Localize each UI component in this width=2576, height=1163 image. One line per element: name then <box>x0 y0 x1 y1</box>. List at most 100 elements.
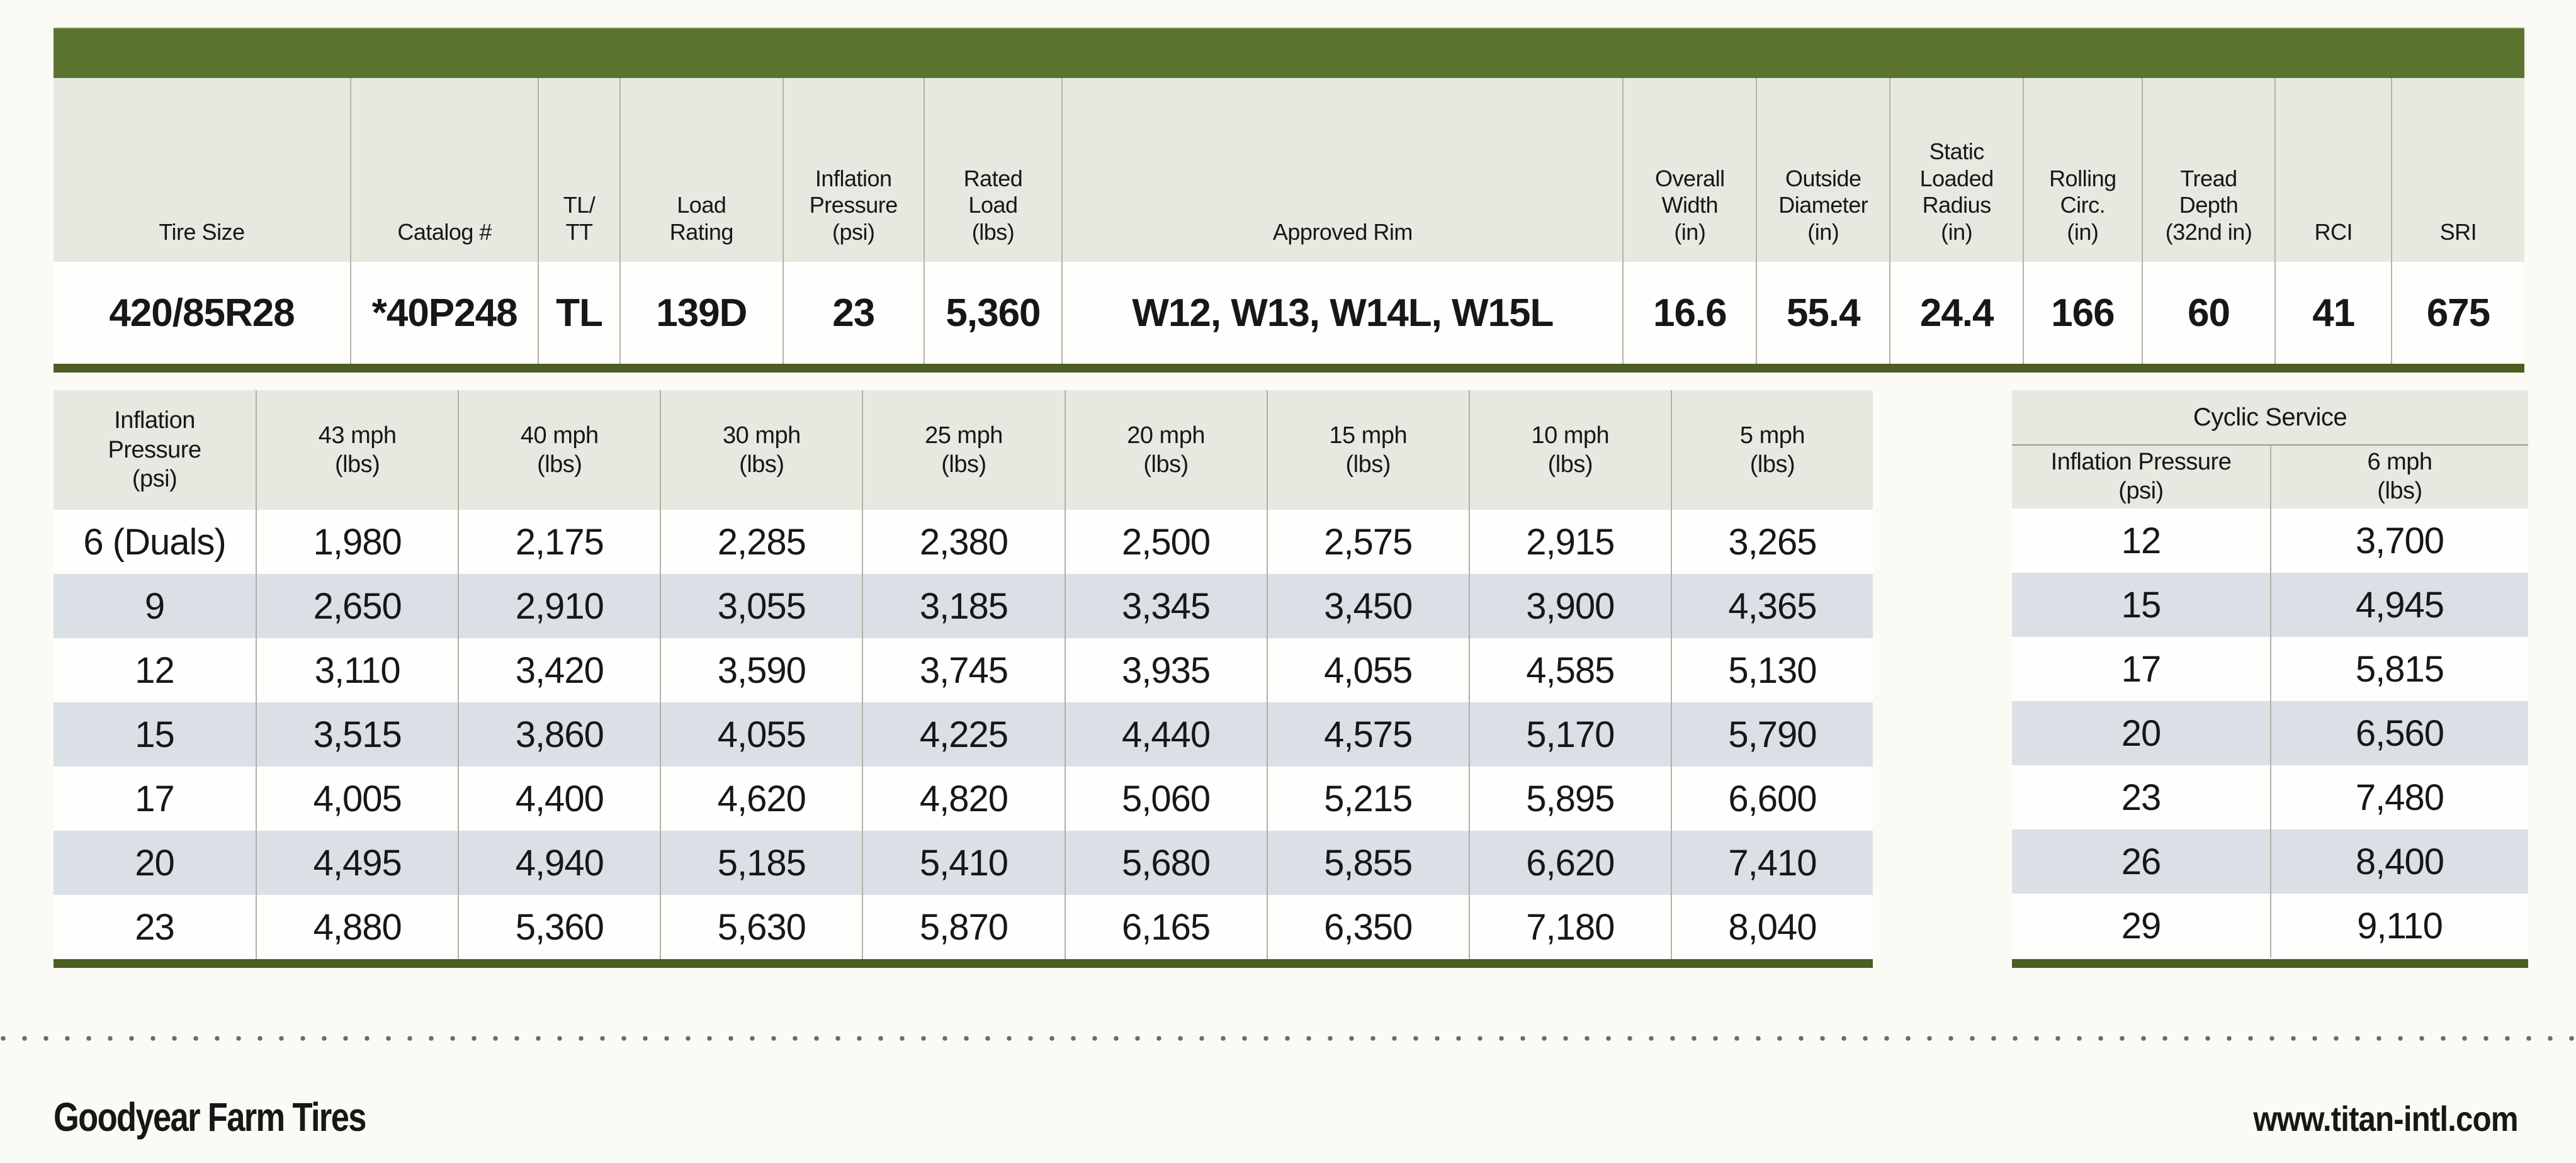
cyclic-service-title: Cyclic Service <box>2012 390 2528 446</box>
tire-spec-table: Tire Size Catalog # TL/ TT Load Rating I… <box>54 78 2524 364</box>
load-cell: 4,055 <box>660 702 862 767</box>
load-cell: 1,980 <box>256 510 458 574</box>
load-cell: 6,600 <box>1670 767 1873 831</box>
load-cell: 23 <box>54 895 256 959</box>
load-cell: 5,855 <box>1266 831 1469 895</box>
spec-col-header-tl-tt: TL/ TT <box>538 78 619 262</box>
spec-value-approved-rim: W12, W13, W14L, W15L <box>1061 262 1623 364</box>
load-cell: 5,360 <box>458 895 660 959</box>
load-cell: 3,745 <box>862 638 1065 702</box>
load-cell: 2,910 <box>458 574 660 638</box>
load-col-header-20mph: 20 mph (lbs) <box>1064 390 1267 510</box>
load-cell: 5,170 <box>1468 702 1671 767</box>
spec-value-rolling-circ: 166 <box>2023 262 2142 364</box>
load-col-header-10mph: 10 mph (lbs) <box>1468 390 1671 510</box>
spec-col-header-inflation-pressure: Inflation Pressure (psi) <box>782 78 924 262</box>
cyclic-cell: 4,945 <box>2270 573 2528 637</box>
cyclic-cell: 26 <box>2012 829 2270 894</box>
load-cell: 3,515 <box>256 702 458 767</box>
spec-value-outside-diameter: 55.4 <box>1756 262 1890 364</box>
spec-value-static-loaded-radius: 24.4 <box>1889 262 2023 364</box>
cyclic-table-bottom-rule <box>2012 959 2528 968</box>
load-cell: 3,420 <box>458 638 660 702</box>
load-inflation-table: Inflation Pressure (psi) 43 mph (lbs) 40… <box>54 390 1873 959</box>
load-table-bottom-rule <box>54 959 1873 968</box>
load-col-header-25mph: 25 mph (lbs) <box>862 390 1065 510</box>
cyclic-cell: 29 <box>2012 894 2270 958</box>
load-cell: 2,500 <box>1064 510 1267 574</box>
brand-text: Goodyear Farm Tires <box>54 1094 366 1140</box>
load-cell: 15 <box>54 702 256 767</box>
spec-value-catalog: *40P248 <box>350 262 538 364</box>
load-cell: 5,790 <box>1670 702 1873 767</box>
load-cell: 5,060 <box>1064 767 1267 831</box>
load-cell: 4,365 <box>1670 574 1873 638</box>
cyclic-cell: 8,400 <box>2270 829 2528 894</box>
load-cell: 5,630 <box>660 895 862 959</box>
cyclic-cell: 9,110 <box>2270 894 2528 958</box>
load-cell: 4,055 <box>1266 638 1469 702</box>
load-cell: 4,620 <box>660 767 862 831</box>
load-cell: 4,225 <box>862 702 1065 767</box>
cyclic-cell: 6,560 <box>2270 701 2528 765</box>
spec-value-tire-size: 420/85R28 <box>54 262 350 364</box>
spec-value-sri: 675 <box>2390 262 2524 364</box>
load-cell: 4,820 <box>862 767 1065 831</box>
load-cell: 2,650 <box>256 574 458 638</box>
load-col-header-30mph: 30 mph (lbs) <box>660 390 862 510</box>
page-footer: Goodyear Farm Tires www.titan-intl.com <box>54 1094 2519 1140</box>
load-cell: 6,165 <box>1064 895 1267 959</box>
load-cell: 5,410 <box>862 831 1065 895</box>
load-cell: 3,860 <box>458 702 660 767</box>
load-col-header-15mph: 15 mph (lbs) <box>1266 390 1469 510</box>
load-cell: 5,215 <box>1266 767 1469 831</box>
cyclic-cell: 5,815 <box>2270 637 2528 701</box>
load-cell: 3,110 <box>256 638 458 702</box>
spec-col-header-rolling-circ: Rolling Circ. (in) <box>2023 78 2142 262</box>
load-cell: 2,575 <box>1266 510 1469 574</box>
load-col-header-5mph: 5 mph (lbs) <box>1670 390 1873 510</box>
load-cell: 3,265 <box>1670 510 1873 574</box>
spec-value-rated-load: 5,360 <box>923 262 1062 364</box>
spec-value-load-rating: 139D <box>619 262 782 364</box>
load-cell: 5,895 <box>1468 767 1671 831</box>
load-cell: 5,185 <box>660 831 862 895</box>
load-cell: 3,935 <box>1064 638 1267 702</box>
load-cell: 4,575 <box>1266 702 1469 767</box>
spec-value-tl-tt: TL <box>538 262 619 364</box>
load-cell: 2,915 <box>1468 510 1671 574</box>
cyclic-cell: 3,700 <box>2270 508 2528 573</box>
load-cell: 5,870 <box>862 895 1065 959</box>
spec-value-overall-width: 16.6 <box>1622 262 1756 364</box>
load-cell: 2,175 <box>458 510 660 574</box>
cyclic-col-header-pressure: Inflation Pressure (psi) <box>2012 446 2270 508</box>
load-cell: 4,585 <box>1468 638 1671 702</box>
spec-col-header-rated-load: Rated Load (lbs) <box>923 78 1062 262</box>
spec-col-header-approved-rim: Approved Rim <box>1061 78 1623 262</box>
spec-col-header-catalog: Catalog # <box>350 78 538 262</box>
load-cell: 3,345 <box>1064 574 1267 638</box>
load-cell: 6,620 <box>1468 831 1671 895</box>
load-cell: 20 <box>54 831 256 895</box>
load-cell: 6 (Duals) <box>54 510 256 574</box>
load-cell: 3,450 <box>1266 574 1469 638</box>
spec-col-header-tire-size: Tire Size <box>54 78 350 262</box>
load-cell: 2,380 <box>862 510 1065 574</box>
load-cell: 6,350 <box>1266 895 1469 959</box>
spec-col-header-tread-depth: Tread Depth (32nd in) <box>2141 78 2275 262</box>
cyclic-cell: 23 <box>2012 765 2270 829</box>
dotted-separator <box>0 1035 2576 1042</box>
load-cell: 4,005 <box>256 767 458 831</box>
load-cell: 7,410 <box>1670 831 1873 895</box>
load-cell: 12 <box>54 638 256 702</box>
load-cell: 4,440 <box>1064 702 1267 767</box>
cyclic-cell: 7,480 <box>2270 765 2528 829</box>
load-cell: 9 <box>54 574 256 638</box>
spec-col-header-load-rating: Load Rating <box>619 78 782 262</box>
cyclic-cell: 20 <box>2012 701 2270 765</box>
cyclic-col-header-6mph: 6 mph (lbs) <box>2270 446 2528 508</box>
load-cell: 4,940 <box>458 831 660 895</box>
title-bar <box>54 28 2524 78</box>
load-cell: 5,130 <box>1670 638 1873 702</box>
load-cell: 2,285 <box>660 510 862 574</box>
